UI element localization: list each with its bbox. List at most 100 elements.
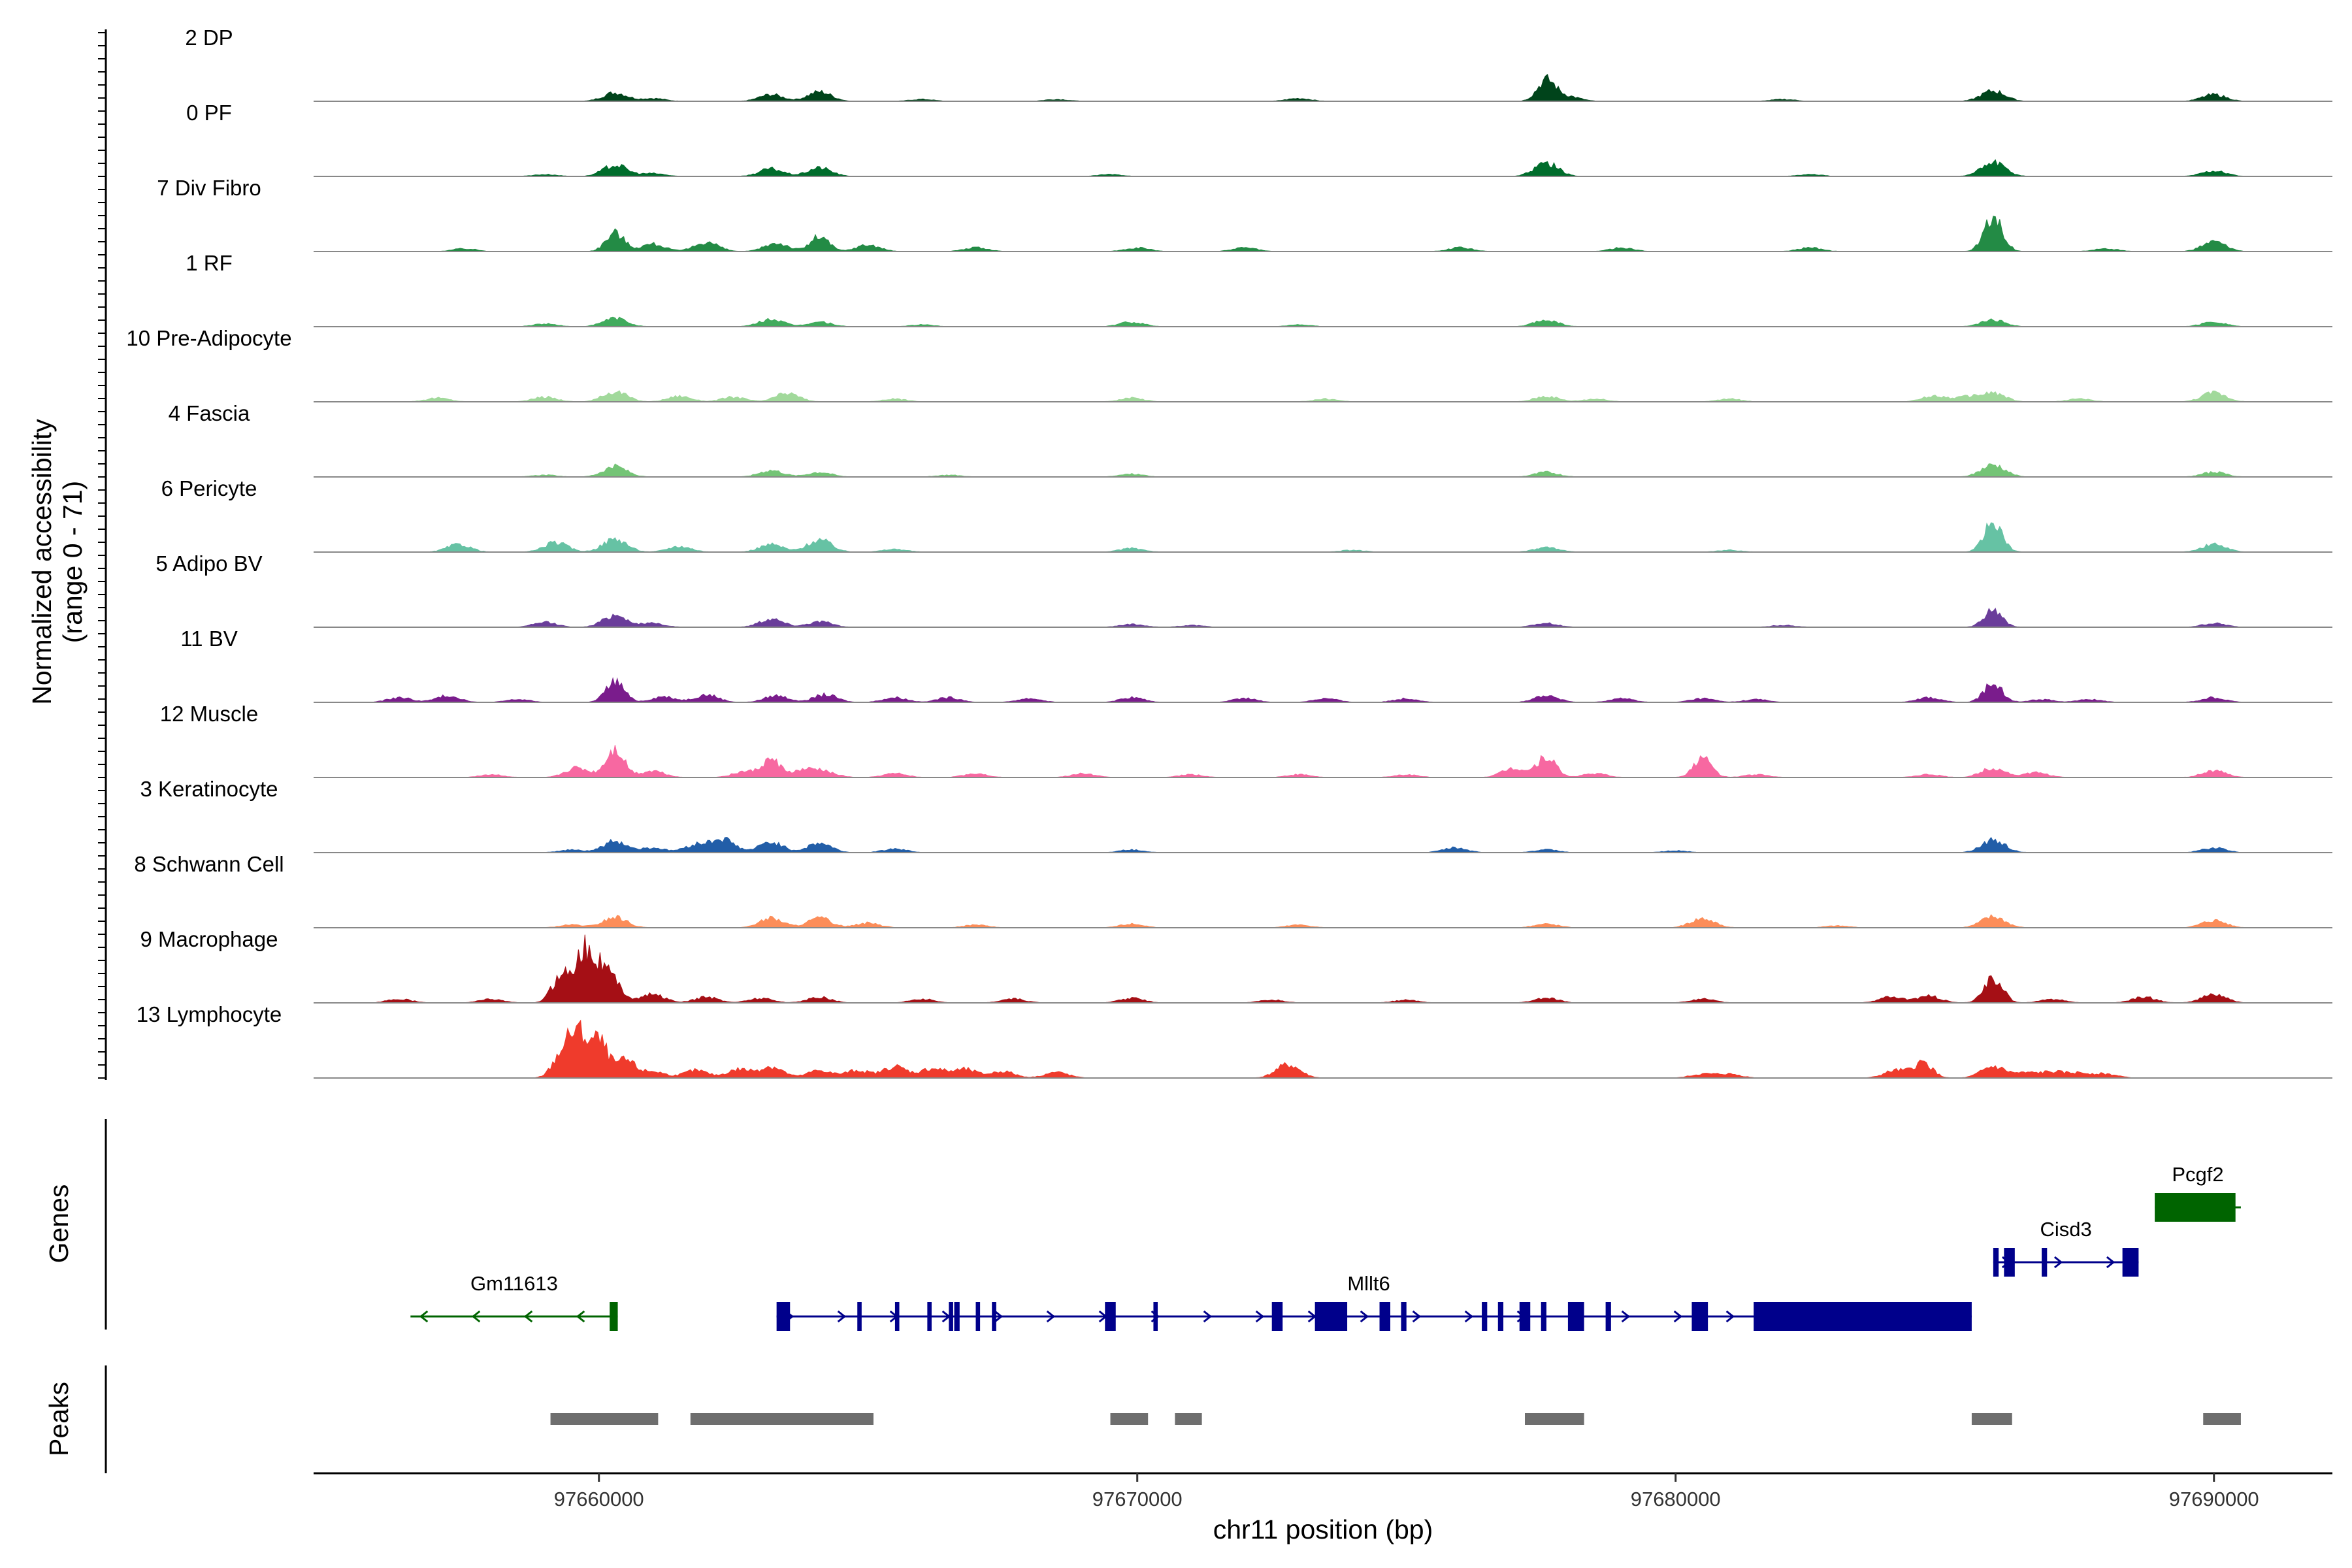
track-label: 1 RF (186, 251, 233, 275)
gene-exon (1519, 1302, 1531, 1331)
peak-track (550, 1413, 2241, 1425)
strand-arrow (1360, 1310, 1369, 1323)
strand-arrow (994, 1310, 1004, 1323)
track-label: 13 Lymphocyte (137, 1002, 282, 1026)
strand-arrow (2106, 1256, 2115, 1269)
gene-exon (992, 1302, 996, 1331)
gene-exon (1497, 1302, 1504, 1331)
gene-exon (1605, 1302, 1611, 1331)
y-axis-title-line2: (range 0 - 71) (57, 481, 88, 643)
coverage-y-ticks (98, 32, 106, 1079)
coverage-tracks: 2 DP 0 PF 7 Div Fibro 1 RF 10 Pre-Adipocyte 4… (126, 25, 2332, 1079)
strand-arrow (419, 1310, 429, 1323)
track-label: 8 Schwann Cell (134, 852, 284, 876)
gene-exon (1105, 1302, 1116, 1331)
x-tick-label: 97680000 (1631, 1488, 1721, 1511)
coverage-area (314, 914, 2332, 928)
track-label: 6 Pericyte (161, 476, 257, 500)
gene-exon (1567, 1302, 1584, 1331)
track-1-rf: 1 RF (186, 251, 2332, 327)
strand-arrow (1621, 1310, 1631, 1323)
gene-gm11613: Gm11613 (410, 1272, 618, 1331)
track-13-lymphocyte: 13 Lymphocyte (137, 1002, 2332, 1079)
track-label: 2 DP (185, 25, 233, 50)
gene-exon (1754, 1302, 1972, 1331)
gene-cisd3: Cisd3 (1993, 1218, 2139, 1277)
gene-exon (1379, 1302, 1390, 1331)
peak-region (1175, 1413, 1202, 1425)
track-label: 9 Macrophage (140, 927, 278, 951)
gene-label: Gm11613 (470, 1272, 558, 1295)
coverage-area (314, 463, 2332, 478)
strand-arrow (2053, 1256, 2063, 1269)
strand-arrow (1464, 1310, 1474, 1323)
strand-arrow (1412, 1310, 1422, 1323)
peak-region (1525, 1413, 1584, 1425)
gene-exon (927, 1302, 932, 1331)
gene-exon (949, 1302, 953, 1331)
coverage-area (314, 745, 2332, 778)
coverage-area (314, 316, 2332, 327)
peak-region (1971, 1413, 2012, 1425)
track-label: 5 Adipo BV (155, 551, 262, 576)
gene-exon (1993, 1248, 1999, 1277)
x-axis-title: chr11 position (bp) (1213, 1514, 1433, 1544)
coverage-area (314, 1019, 2332, 1079)
gene-exon (610, 1302, 618, 1331)
gene-exon (1541, 1302, 1546, 1331)
strand-arrow (837, 1310, 847, 1323)
track-6-pericyte: 6 Pericyte (161, 476, 2332, 553)
track-12-muscle: 12 Muscle (160, 702, 2332, 778)
gene-exon (954, 1302, 960, 1331)
track-0-pf: 0 PF (186, 101, 2332, 177)
gene-label: Pcgf2 (2172, 1163, 2223, 1186)
gene-mllt6: Mllt6 (776, 1272, 1972, 1331)
track-9-macrophage: 9 Macrophage (140, 927, 2332, 1004)
peak-region (690, 1413, 874, 1425)
coverage-area (314, 522, 2332, 553)
peak-region (1110, 1413, 1149, 1425)
gene-track: Gm11613 Mllt6 Cisd3 Pcgf2 (410, 1163, 2241, 1331)
strand-arrow (1673, 1310, 1683, 1323)
track-label: 11 BV (180, 627, 237, 651)
track-7-div-fibro: 7 Div Fibro (157, 176, 2332, 252)
strand-arrow (1203, 1310, 1213, 1323)
coverage-area (314, 390, 2332, 402)
gene-pcgf2: Pcgf2 (2155, 1163, 2241, 1222)
coverage-area (314, 836, 2332, 853)
x-tick-label: 97690000 (2169, 1488, 2259, 1511)
gene-exon (1401, 1302, 1407, 1331)
track-3-keratinocyte: 3 Keratinocyte (140, 777, 2332, 853)
strand-arrow (1255, 1310, 1265, 1323)
strand-arrow (576, 1310, 585, 1323)
track-4-fascia: 4 Fascia (169, 401, 2332, 478)
x-axis-ticks: 97660000 97670000 97680000 97690000 (554, 1473, 2259, 1511)
gene-label: Mllt6 (1347, 1272, 1390, 1295)
gene-exon (894, 1302, 900, 1331)
gene-exon (1482, 1302, 1488, 1331)
track-label: 7 Div Fibro (157, 176, 261, 200)
x-tick-label: 97670000 (1092, 1488, 1183, 1511)
gene-exon (1271, 1302, 1283, 1331)
gene-exon (975, 1302, 981, 1331)
track-label: 10 Pre-Adipocyte (126, 326, 291, 350)
track-label: 4 Fascia (169, 401, 250, 425)
gene-exon (2042, 1248, 2048, 1277)
track-10-pre-adipocyte: 10 Pre-Adipocyte (126, 326, 2332, 402)
track-label: 3 Keratinocyte (140, 777, 278, 801)
gene-exon (2004, 1248, 2015, 1277)
track-11-bv: 11 BV (180, 627, 2332, 703)
gene-label: Cisd3 (2040, 1218, 2091, 1241)
strand-arrow (523, 1310, 533, 1323)
coverage-area (314, 216, 2332, 252)
track-5-adipo-bv: 5 Adipo BV (155, 551, 2332, 628)
gene-exon (1691, 1302, 1708, 1331)
track-label: 12 Muscle (160, 702, 258, 726)
y-axis-title-line1: Normalized accessibility (27, 419, 57, 705)
gene-exon (2155, 1193, 2236, 1222)
track-2-dp: 2 DP (185, 25, 2332, 102)
genes-track-title: Genes (44, 1184, 74, 1264)
coverage-area (314, 677, 2332, 703)
coverage-area (314, 934, 2332, 1004)
